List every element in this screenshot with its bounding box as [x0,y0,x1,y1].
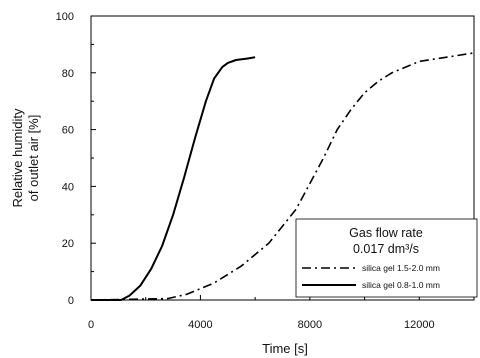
y-tick-label: 60 [62,125,74,137]
y-tick-label: 80 [62,68,74,80]
legend: Gas flow rate 0.017 dm³/s silica gel 1.5… [295,218,478,298]
y-tick-label: 0 [68,295,74,307]
legend-label-series-2: silica gel 0.8-1.0 mm [362,280,440,290]
x-tick-label: 4000 [188,319,212,331]
legend-title-line-2: 0.017 dm³/s [353,242,419,256]
legend-label-series-1: silica gel 1.5-2.0 mm [362,263,440,273]
legend-title-line-1: Gas flow rate [349,226,423,240]
y-tick-label: 20 [62,238,74,250]
x-axis-title: Time [s] [262,341,308,356]
series-lines [90,52,475,301]
x-tick-label: 8000 [298,319,322,331]
x-tick-label: 12000 [404,319,435,331]
y-axis-title-line-1: Relative humidity [10,108,25,207]
y-axis-title-line-2: of outlet air [%] [26,115,41,202]
x-tick-label: 0 [88,319,94,331]
y-tick-label: 40 [62,181,74,193]
series-line-1 [90,52,475,301]
series-line-2 [91,56,256,301]
plot-frame [90,15,475,301]
y-tick-label: 100 [56,11,74,23]
